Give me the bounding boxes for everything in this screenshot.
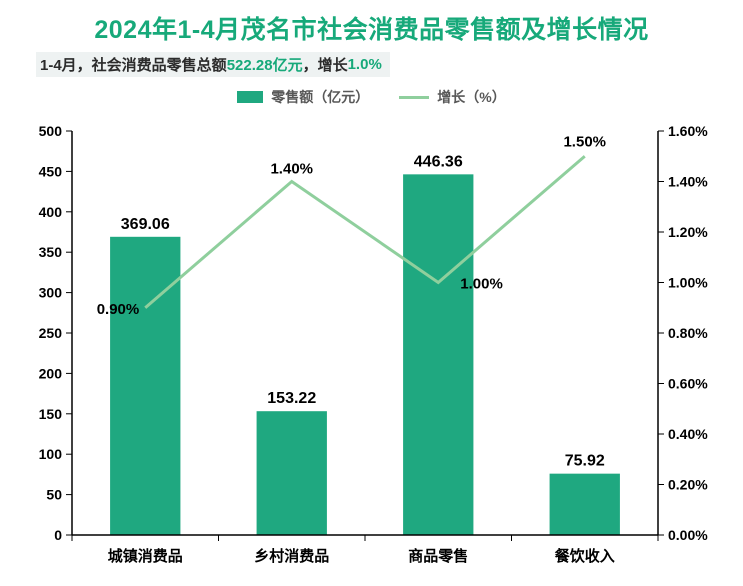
subtitle-amount: 522.28亿元	[227, 54, 303, 75]
growth-line	[145, 156, 585, 308]
chart-svg: 0 50 100 150 200 250 300 350 400 450 500 0.00% 0.20%…	[18, 115, 725, 585]
y-left-tick-label: 0	[54, 527, 62, 543]
x-category-label: 商品零售	[408, 547, 468, 565]
y-left-tick-label: 500	[39, 123, 63, 139]
y-right-tick-label: 0.00%	[668, 527, 708, 543]
line-value-label: 1.50%	[563, 133, 606, 150]
legend-item-bar: 零售额（亿元）	[237, 87, 369, 107]
legend-item-line: 增长（%）	[399, 87, 505, 107]
line-value-label: 1.40%	[270, 161, 313, 178]
legend-bar-label: 零售额（亿元）	[271, 87, 369, 107]
chart-legend: 零售额（亿元） 增长（%）	[18, 87, 725, 107]
y-right-tick-label: 1.00%	[668, 275, 708, 291]
y-left-tick-label: 300	[39, 285, 63, 301]
legend-line-label: 增长（%）	[437, 87, 505, 107]
y-left-tick-label: 350	[39, 244, 63, 260]
x-category-label: 乡村消费品	[254, 547, 329, 565]
bar	[257, 411, 327, 535]
y-left-tick-label: 150	[39, 406, 63, 422]
line-value-label: 1.00%	[460, 276, 503, 293]
bar	[110, 237, 180, 535]
line-value-label: 0.90%	[97, 301, 140, 318]
y-left-tick-label: 200	[39, 365, 63, 381]
legend-line-swatch	[399, 96, 429, 99]
bar	[403, 174, 473, 535]
y-left-tick-label: 400	[39, 204, 63, 220]
y-right-tick-label: 1.40%	[668, 174, 708, 190]
y-left-tick-label: 250	[39, 325, 63, 341]
bar-value-label: 369.06	[121, 216, 170, 233]
y-left-tick-label: 50	[46, 487, 62, 503]
subtitle-growth: 1.0%	[348, 56, 382, 73]
y-left-tick-label: 100	[39, 446, 63, 462]
y-right-tick-label: 1.20%	[668, 224, 708, 240]
y-right-tick-label: 0.80%	[668, 325, 708, 341]
bar	[550, 474, 620, 535]
subtitle-prefix: 1-4月，社会消费品零售总额	[40, 54, 227, 75]
chart-container: 2024年1-4月茂名市社会消费品零售额及增长情况 1-4月，社会消费品零售总额…	[0, 0, 743, 586]
bar-value-label: 446.36	[414, 153, 463, 170]
y-right-tick-label: 0.40%	[668, 426, 708, 442]
bar-value-label: 153.22	[267, 390, 316, 407]
x-category-label: 城镇消费品	[108, 547, 183, 565]
legend-bar-swatch	[237, 91, 263, 103]
chart-plot: 0 50 100 150 200 250 300 350 400 450 500 0.00% 0.20%…	[18, 115, 725, 585]
bar-value-label: 75.92	[565, 453, 605, 470]
x-category-label: 餐饮收入	[555, 547, 615, 565]
y-right-tick-label: 1.60%	[668, 123, 708, 139]
y-right-tick-label: 0.60%	[668, 376, 708, 392]
subtitle-middle: ，增长	[303, 54, 348, 75]
y-right-tick-label: 0.20%	[668, 477, 708, 493]
chart-title: 2024年1-4月茂名市社会消费品零售额及增长情况	[18, 10, 725, 46]
chart-subtitle: 1-4月，社会消费品零售总额 522.28亿元 ，增长 1.0%	[36, 52, 390, 77]
y-left-tick-label: 450	[39, 163, 63, 179]
